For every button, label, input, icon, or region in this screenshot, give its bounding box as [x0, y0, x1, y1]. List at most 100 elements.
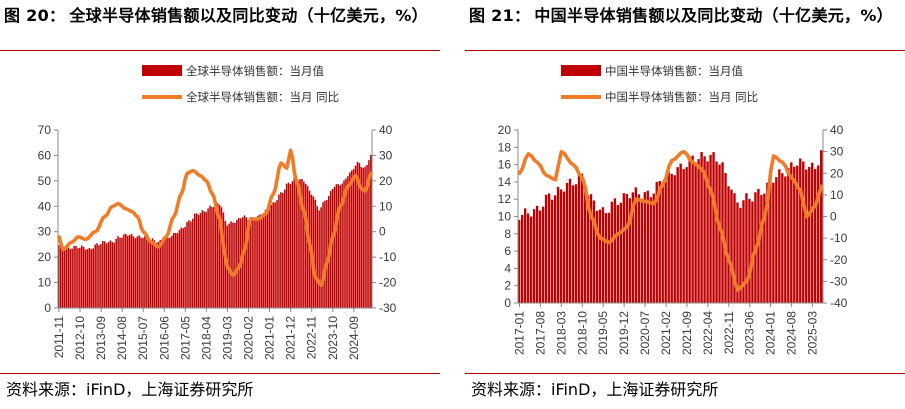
- bar: [270, 205, 273, 308]
- left-tick-label: 60: [38, 148, 52, 162]
- bar: [228, 223, 230, 308]
- bar: [201, 210, 204, 308]
- bar: [613, 198, 617, 303]
- bar: [232, 222, 234, 308]
- bar: [193, 213, 196, 308]
- figure-title-text: 全球半导体销售额以及同比变动（十亿美元，%）: [69, 6, 428, 25]
- bar: [778, 169, 781, 303]
- bar: [676, 167, 679, 303]
- bar: [337, 184, 340, 308]
- bar: [628, 198, 632, 303]
- bar: [598, 209, 602, 303]
- bar: [80, 245, 83, 308]
- bar: [247, 220, 250, 308]
- bar: [205, 212, 207, 308]
- bar: [314, 199, 317, 308]
- bar: [184, 226, 186, 308]
- bar: [817, 165, 820, 303]
- bar: [345, 178, 347, 308]
- bar: [583, 186, 587, 303]
- bar: [280, 192, 282, 308]
- legend-label-bar: 中国半导体销售额：当月值: [605, 64, 743, 78]
- legend-swatch-bar: [142, 65, 182, 76]
- bar: [544, 194, 548, 303]
- figure-number: 图 20：: [4, 6, 66, 25]
- bar: [625, 193, 629, 303]
- bar: [604, 213, 608, 303]
- x-tick-label: 2018-10: [575, 311, 589, 355]
- bar: [730, 189, 733, 303]
- bar: [622, 193, 626, 303]
- bar: [679, 163, 682, 303]
- bar: [207, 208, 209, 308]
- bar: [318, 210, 320, 308]
- bar: [335, 184, 338, 308]
- bar: [58, 244, 60, 308]
- bar: [90, 249, 93, 308]
- x-tick-label: 2024-01: [764, 311, 778, 355]
- bar: [358, 163, 361, 308]
- bar: [151, 238, 154, 308]
- bar: [107, 242, 110, 308]
- bar: [237, 217, 240, 308]
- bar: [688, 156, 691, 303]
- bar: [772, 182, 775, 303]
- bar: [157, 241, 160, 308]
- bar: [640, 198, 643, 303]
- bar: [808, 166, 811, 303]
- bar: [748, 199, 751, 303]
- bar: [259, 214, 261, 308]
- left-tick-label: 0: [504, 296, 511, 310]
- bar: [356, 161, 359, 308]
- bar: [176, 233, 179, 308]
- bar: [326, 200, 328, 308]
- bar: [742, 200, 745, 303]
- bar: [616, 205, 620, 303]
- bar: [77, 248, 79, 308]
- right-tick-label: -30: [379, 301, 397, 315]
- bar: [82, 246, 85, 308]
- bar: [655, 181, 658, 303]
- chart-panel-global: 图 20： 全球半导体销售额以及同比变动（十亿美元，%） 全球半导体销售额：当月值…: [0, 0, 440, 409]
- left-tick-label: 70: [38, 123, 52, 137]
- left-tick-label: 6: [504, 244, 511, 258]
- bar: [366, 164, 368, 308]
- bar: [790, 162, 793, 303]
- bar: [132, 236, 135, 308]
- bar: [631, 192, 635, 303]
- bar: [658, 181, 661, 303]
- bar: [691, 155, 694, 303]
- right-tick-label: 0: [379, 225, 386, 239]
- right-tick-label: 10: [379, 199, 393, 213]
- bar: [61, 246, 64, 308]
- bar: [274, 202, 276, 308]
- line-series: [517, 149, 824, 292]
- bar: [685, 167, 688, 303]
- bar: [550, 199, 554, 303]
- bar: [291, 181, 294, 308]
- bar: [301, 179, 303, 308]
- bar: [766, 182, 769, 303]
- x-tick-label: 2017-01: [512, 311, 526, 355]
- bar: [523, 208, 527, 303]
- bar: [661, 186, 664, 303]
- bar: [739, 207, 742, 303]
- bar: [75, 245, 77, 308]
- x-tick-label: 2011-11: [52, 316, 66, 359]
- bar: [703, 156, 706, 303]
- x-tick-label: 2014-08: [115, 316, 129, 360]
- bar: [763, 193, 766, 303]
- bar: [253, 218, 255, 308]
- bar: [169, 237, 171, 308]
- bar: [161, 241, 163, 308]
- bar: [283, 189, 286, 308]
- bar: [784, 176, 787, 303]
- bar: [724, 173, 727, 303]
- left-tick-label: 14: [498, 175, 512, 189]
- left-tick-label: 18: [498, 140, 512, 154]
- bar-series: [58, 155, 372, 308]
- bar: [63, 250, 66, 308]
- bar: [130, 234, 133, 308]
- bar: [218, 205, 221, 308]
